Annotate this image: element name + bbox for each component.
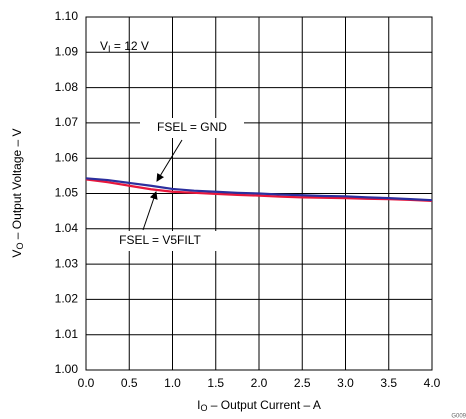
x-tick-label: 1.5 [207, 376, 224, 390]
y-tick-label: 1.06 [55, 150, 79, 164]
y-tick-label: 1.08 [55, 80, 79, 94]
plot-area: 1.00 1.01 1.02 1.03 1.04 1.05 1.06 1.07 1.08 1.09… [55, 9, 441, 390]
arrow [156, 139, 183, 182]
condition-label: VI = 12 V [100, 39, 149, 54]
v5filt-label: FSEL = V5FILT [119, 233, 201, 247]
y-tick-label: 1.07 [55, 115, 79, 129]
plot-frame [85, 16, 433, 371]
figure-id: G009 [451, 414, 466, 419]
y-tick-label: 1.04 [55, 221, 79, 235]
label-bg [140, 118, 244, 138]
x-tick-label: 0.5 [121, 376, 138, 390]
arrow [142, 191, 158, 231]
x-tick-label: 1.0 [164, 376, 181, 390]
y-tick-label: 1.05 [55, 186, 79, 200]
label-bg [100, 231, 220, 251]
y-tick-label: 1.02 [55, 292, 79, 306]
y-tick-label: 1.00 [55, 362, 79, 376]
y-tick-label: 1.01 [55, 327, 79, 341]
y-tick-label: 1.10 [55, 9, 79, 23]
x-tick-label: 2.5 [294, 376, 311, 390]
x-tick-label: 0.0 [78, 376, 95, 390]
y-tick-label: 1.09 [55, 44, 79, 58]
y-axis-label: VO – Output Voltage – V [10, 128, 25, 257]
y-tick-label: 1.03 [55, 256, 79, 270]
series-line [85, 177, 433, 202]
series-line [85, 178, 433, 203]
x-tick-label: 3.5 [380, 376, 397, 390]
gnd-label: FSEL = GND [157, 120, 227, 134]
x-axis-label: IO – Output Current – A [197, 398, 321, 413]
x-tick-label: 2.0 [251, 376, 268, 390]
x-tick-label: 3.0 [337, 376, 354, 390]
x-tick-label: 4.0 [424, 376, 441, 390]
